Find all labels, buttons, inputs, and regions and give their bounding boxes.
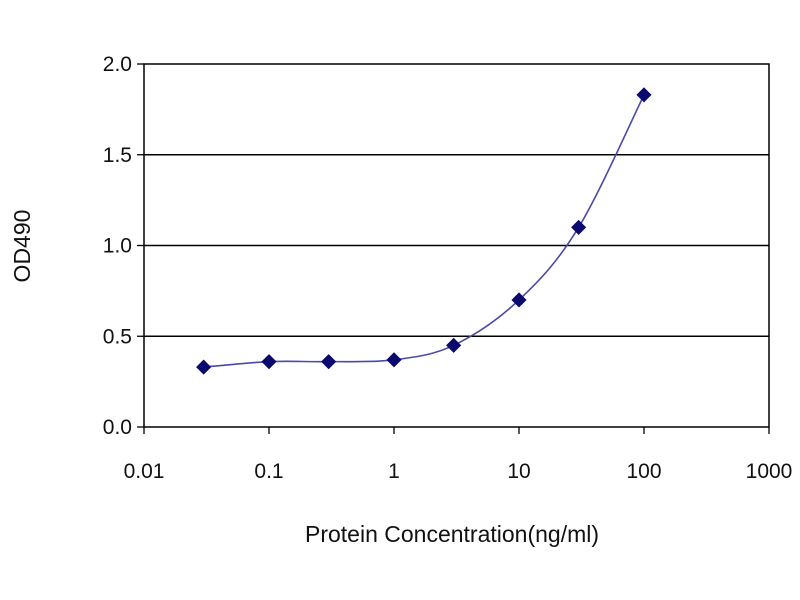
y-axis-title: OD490 [9, 210, 35, 283]
x-axis-title: Protein Concentration(ng/ml) [305, 521, 599, 547]
x-tick-label: 0.01 [124, 460, 165, 483]
series-markers [196, 87, 652, 375]
y-axis-ticks: 0.0 0.5 1.0 1.5 2.0 [103, 53, 144, 439]
x-axis-ticks: 0.01 0.1 1 10 100 1000 [124, 427, 793, 483]
series-curve [203, 94, 645, 368]
y-tick-label: 1.0 [103, 235, 132, 258]
data-point-1 [261, 354, 277, 370]
y-tick-label: 2.0 [103, 53, 132, 76]
data-point-6 [571, 219, 587, 235]
data-point-4 [446, 337, 462, 353]
x-tick-label: 0.1 [254, 460, 283, 483]
x-tick-label: 10 [507, 460, 530, 483]
y-tick-label: 0.0 [103, 416, 132, 439]
data-point-2 [321, 354, 337, 370]
x-tick-label: 1 [388, 460, 400, 483]
data-point-5 [511, 292, 527, 308]
y-tick-label: 0.5 [103, 325, 132, 348]
data-point-7 [636, 87, 652, 103]
data-point-3 [386, 352, 402, 368]
x-tick-label: 100 [626, 460, 661, 483]
x-tick-label: 1000 [746, 460, 793, 483]
y-tick-label: 1.5 [103, 144, 132, 167]
gridlines [144, 154, 769, 337]
data-point-0 [196, 359, 212, 375]
